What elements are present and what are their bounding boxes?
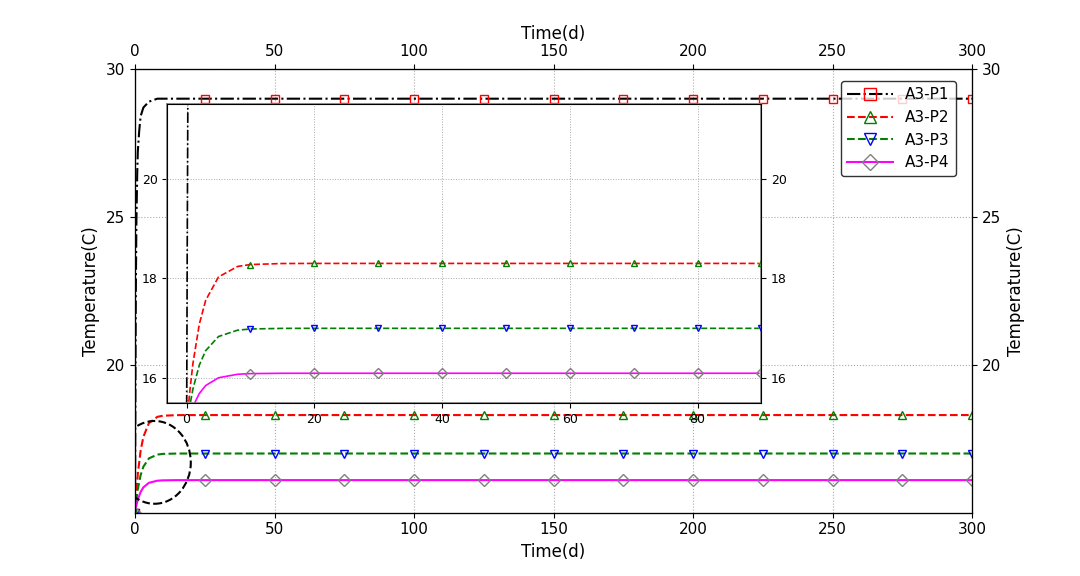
X-axis label: Time(d): Time(d)	[522, 25, 585, 43]
Legend: A3-P1, A3-P2, A3-P3, A3-P4: A3-P1, A3-P2, A3-P3, A3-P4	[841, 81, 956, 176]
Y-axis label: Temperature(C): Temperature(C)	[1007, 226, 1025, 356]
Y-axis label: Temperature(C): Temperature(C)	[82, 226, 100, 356]
X-axis label: Time(d): Time(d)	[522, 543, 585, 561]
